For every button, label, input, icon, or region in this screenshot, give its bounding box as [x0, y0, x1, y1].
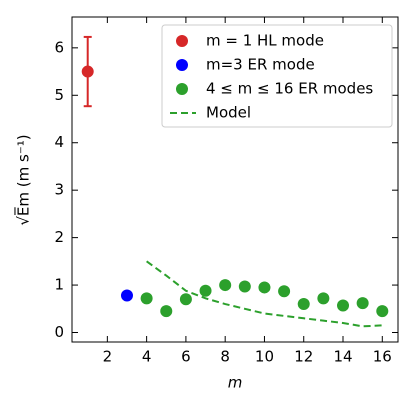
legend-label: Model — [206, 104, 251, 122]
point — [219, 279, 232, 292]
point — [140, 292, 153, 305]
y-tick-label: 0 — [54, 323, 64, 341]
point — [179, 293, 192, 306]
point — [278, 285, 291, 298]
point — [160, 305, 173, 318]
x-tick-label: 4 — [142, 348, 152, 366]
y-tick-label: 6 — [54, 38, 64, 56]
point — [258, 281, 271, 294]
point — [337, 299, 350, 312]
y-tick-label: 4 — [54, 133, 64, 151]
point — [376, 305, 389, 318]
plot-frame — [71, 16, 399, 343]
x-axis-label: m — [228, 374, 243, 392]
y-tick-label: 1 — [54, 276, 64, 294]
point — [356, 297, 369, 310]
legend-marker — [176, 83, 188, 95]
model-line — [146, 260, 383, 328]
x-tick-label: 8 — [220, 348, 230, 366]
y-tick-label: 3 — [54, 181, 64, 199]
legend-box — [161, 24, 393, 128]
point — [297, 298, 310, 311]
point — [120, 289, 133, 302]
x-tick-label: 14 — [333, 348, 352, 366]
point — [199, 284, 212, 297]
x-tick-label: 12 — [294, 348, 313, 366]
y-tick-label: 2 — [54, 228, 64, 246]
x-tick-label: 16 — [373, 348, 392, 366]
x-tick-label: 2 — [103, 348, 113, 366]
x-tick-label: 6 — [181, 348, 191, 366]
y-tick-label: 5 — [54, 86, 64, 104]
legend-label: m=3 ER mode — [206, 56, 315, 74]
legend-marker — [176, 59, 188, 71]
point — [81, 65, 94, 78]
legend-label: 4 ≤ m ≤ 16 ER modes — [206, 80, 373, 98]
point — [238, 280, 251, 293]
x-tick-label: 10 — [255, 348, 274, 366]
y-axis-label: √E̅m (m s⁻¹) — [14, 134, 33, 225]
legend-label: m = 1 HL mode — [206, 32, 324, 50]
legend-marker — [176, 35, 188, 47]
point — [317, 292, 330, 305]
